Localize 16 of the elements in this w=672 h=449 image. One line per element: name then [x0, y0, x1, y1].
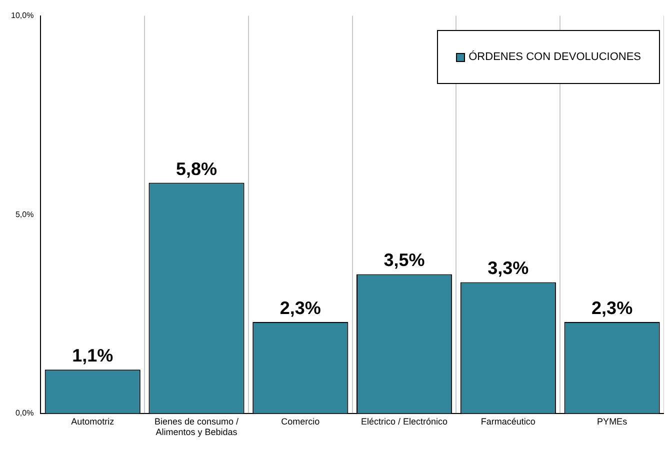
x-tick-label: Comercio: [281, 416, 320, 426]
y-tick-label: 0,0%: [15, 408, 34, 418]
legend-label: ÓRDENES CON DEVOLUCIONES: [468, 51, 641, 63]
x-tick-label: Automotriz: [71, 416, 115, 426]
x-tick-label: Eléctrico / Electrónico: [361, 416, 448, 426]
data-label: 2,3%: [280, 298, 321, 318]
data-label: 3,3%: [488, 258, 529, 278]
data-label: 2,3%: [592, 298, 633, 318]
y-tick-label: 5,0%: [15, 210, 34, 219]
data-label: 1,1%: [72, 346, 114, 366]
x-tick-label: Farmacéutico: [480, 416, 536, 426]
x-tick-label: PYMEs: [597, 416, 628, 426]
y-tick-label: 10,0%: [10, 11, 34, 20]
x-tick-label: Bienes de consumo / Alimentos y Bebidas: [154, 416, 240, 438]
data-label: 5,8%: [176, 158, 218, 179]
data-label: 3,5%: [384, 250, 425, 270]
